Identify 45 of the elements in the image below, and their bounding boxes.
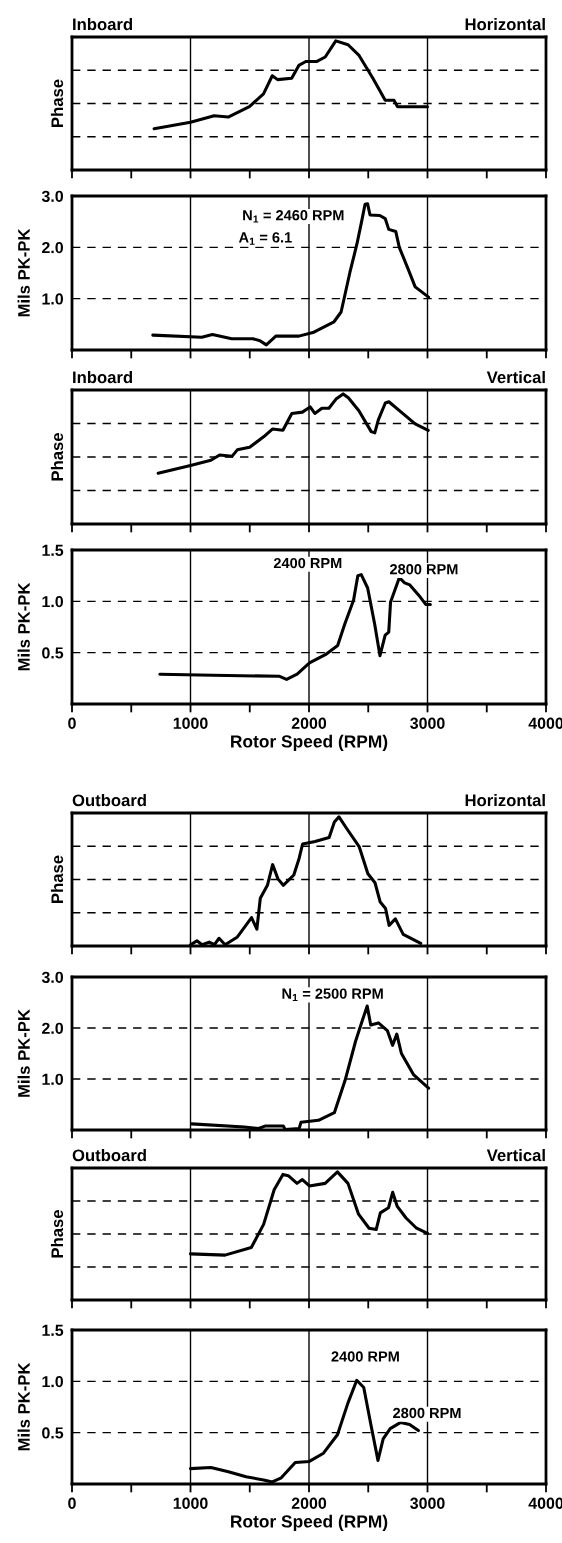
annotation: 2800 RPM bbox=[393, 1407, 461, 1419]
y-axis-title: Phase bbox=[50, 433, 64, 481]
y-axis-title: Phase bbox=[50, 855, 64, 903]
y-tick-label: 3.0 bbox=[41, 190, 64, 202]
y-tick-label: 0.5 bbox=[42, 1427, 64, 1439]
chart-title: Inboard bbox=[73, 17, 133, 31]
x-tick-label: 0 bbox=[68, 717, 76, 729]
chart-subtitle: Vertical bbox=[486, 370, 545, 384]
y-tick-label: 2.0 bbox=[42, 1022, 64, 1034]
y-axis-title: Mils PK-PK bbox=[17, 228, 30, 317]
y-axis-title: Phase bbox=[50, 79, 64, 127]
x-tick-label: 0 bbox=[68, 1497, 76, 1509]
chart-title: Outboard bbox=[72, 1148, 146, 1162]
annotation: 2400 RPM bbox=[273, 557, 342, 569]
chart-subtitle: Horizontal bbox=[465, 793, 545, 807]
annotation: 2400 RPM bbox=[331, 1351, 399, 1362]
y-tick-label: 0.5 bbox=[42, 647, 64, 659]
y-axis-title: Mils PK-PK bbox=[17, 1362, 30, 1451]
annotation: 2800 RPM bbox=[390, 564, 458, 575]
chart-subtitle: Horizontal bbox=[465, 17, 545, 31]
x-axis-title: Rotor Speed (RPM) bbox=[231, 1514, 388, 1532]
y-axis-title: Phase bbox=[50, 1210, 64, 1258]
x-axis-title: Rotor Speed (RPM) bbox=[231, 734, 388, 752]
chart-title: Outboard bbox=[72, 793, 146, 807]
annotation: N$_{1}$ = 2500 RPM bbox=[282, 988, 383, 1001]
y-tick-label: 2.0 bbox=[42, 241, 64, 254]
y-tick-label: 1.0 bbox=[42, 595, 64, 608]
x-tick-label: 2000 bbox=[291, 717, 327, 729]
y-tick-label: 3.0 bbox=[41, 971, 64, 983]
x-tick-label: 1000 bbox=[173, 717, 208, 729]
y-tick-label: 1.0 bbox=[42, 1073, 64, 1085]
x-tick-label: 1000 bbox=[173, 1497, 208, 1509]
y-axis-title: Mils PK-PK bbox=[17, 1009, 30, 1097]
y-axis-title: Mils PK-PK bbox=[17, 582, 30, 671]
chart-subtitle: Vertical bbox=[486, 1148, 545, 1162]
x-tick-label: 2000 bbox=[291, 1497, 327, 1509]
y-tick-label: 1.0 bbox=[42, 293, 64, 305]
annotation: A$_{1}$ = 6.1 bbox=[238, 232, 292, 245]
chart-title: Inboard bbox=[73, 370, 133, 384]
annotation: N$_{1}$ = 2460 RPM bbox=[243, 210, 344, 223]
x-tick-label: 3000 bbox=[410, 717, 445, 729]
y-tick-label: 1.5 bbox=[42, 544, 64, 556]
x-tick-label: 3000 bbox=[410, 1497, 445, 1509]
y-tick-label: 1.0 bbox=[42, 1375, 64, 1388]
y-tick-label: 1.5 bbox=[42, 1324, 64, 1336]
